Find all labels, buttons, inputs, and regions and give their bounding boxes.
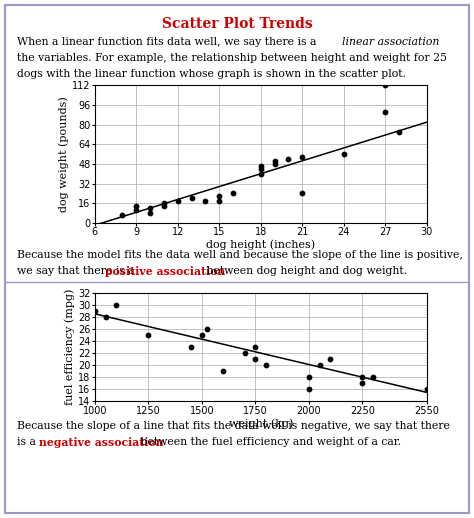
Point <box>257 162 264 170</box>
Point <box>188 194 195 203</box>
Point <box>271 157 278 166</box>
Point <box>359 379 366 387</box>
Point <box>132 206 140 214</box>
Point <box>423 385 430 394</box>
Point <box>252 355 259 363</box>
Point <box>201 196 209 205</box>
Point <box>381 81 389 90</box>
Point <box>118 211 126 220</box>
Point <box>305 385 313 394</box>
Text: Because the model fits the data well and because the slope of the line is positi: Because the model fits the data well and… <box>17 250 463 260</box>
Point <box>369 373 377 381</box>
Point <box>112 300 120 309</box>
Point <box>215 196 223 205</box>
Text: between the fuel efficiency and weight of a car.: between the fuel efficiency and weight o… <box>137 437 401 447</box>
Point <box>229 189 237 197</box>
Point <box>262 361 270 369</box>
Point <box>241 349 248 357</box>
Point <box>198 331 206 339</box>
Text: Because the slope of a line that fits the data well is negative, we say that the: Because the slope of a line that fits th… <box>17 421 449 430</box>
Text: positive association: positive association <box>105 266 226 277</box>
Point <box>305 373 313 381</box>
Point <box>187 343 195 351</box>
Point <box>252 343 259 351</box>
Y-axis label: fuel efficiency (mpg): fuel efficiency (mpg) <box>65 289 75 405</box>
Point <box>215 192 223 200</box>
Point <box>316 361 323 369</box>
Text: negative association: negative association <box>39 437 164 448</box>
Point <box>219 367 227 376</box>
Point <box>381 108 389 117</box>
Text: the variables. For example, the relationship between height and weight for 25: the variables. For example, the relation… <box>17 53 447 63</box>
Point <box>132 202 140 210</box>
Point <box>395 128 403 136</box>
Text: we say that there is a: we say that there is a <box>17 266 138 276</box>
Point <box>160 199 168 207</box>
Text: linear association: linear association <box>342 37 439 47</box>
Point <box>102 313 109 321</box>
Text: Scatter Plot Trends: Scatter Plot Trends <box>162 17 312 31</box>
Text: is a: is a <box>17 437 39 447</box>
Point <box>271 160 278 168</box>
Point <box>257 169 264 178</box>
Point <box>298 189 306 197</box>
Y-axis label: dog weight (pounds): dog weight (pounds) <box>59 96 69 212</box>
Text: When a linear function fits data well, we say there is a: When a linear function fits data well, w… <box>17 37 319 47</box>
Point <box>284 155 292 163</box>
Point <box>145 331 152 339</box>
X-axis label: dog height (inches): dog height (inches) <box>206 240 315 250</box>
Point <box>298 152 306 161</box>
Point <box>340 150 347 159</box>
Point <box>359 373 366 381</box>
Point <box>160 202 168 210</box>
Point <box>257 165 264 173</box>
Point <box>174 196 182 205</box>
Text: dogs with the linear function whose graph is shown in the scatter plot.: dogs with the linear function whose grap… <box>17 69 405 79</box>
Point <box>203 325 211 333</box>
Point <box>327 355 334 363</box>
Text: between dog height and dog weight.: between dog height and dog weight. <box>203 266 407 276</box>
Point <box>146 209 154 217</box>
Point <box>91 307 99 315</box>
Point <box>146 204 154 212</box>
X-axis label: weight (kg): weight (kg) <box>228 419 293 429</box>
